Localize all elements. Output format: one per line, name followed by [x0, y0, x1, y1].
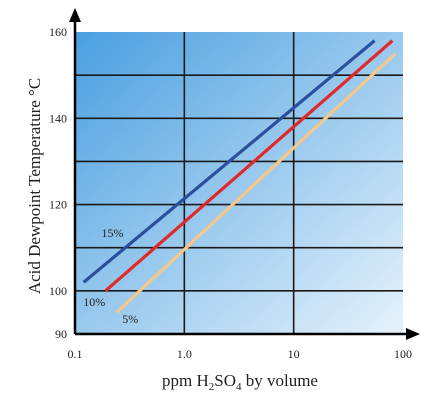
series-label: 10% — [83, 295, 105, 309]
y-axis-label: Acid Dewpoint Temperature °C — [25, 78, 44, 294]
axes — [69, 8, 420, 340]
series-lines — [82, 39, 397, 314]
x-tick-label: 100 — [394, 347, 412, 361]
x-axis-arrow — [406, 328, 420, 340]
series-line — [104, 39, 394, 293]
y-tick-label: 100 — [49, 284, 67, 298]
series-line — [115, 52, 397, 314]
x-tick-label: 10 — [288, 347, 300, 361]
x-axis-label: ppm H2SO4 by volume — [162, 371, 318, 393]
y-tick-label: 160 — [49, 25, 67, 39]
plot-background — [75, 32, 403, 334]
series-annotations: 15% 10% 5% — [83, 226, 138, 326]
x-tick-label: 0.1 — [68, 347, 83, 361]
x-tick-label: 1.0 — [177, 347, 192, 361]
y-axis-arrow — [69, 8, 81, 22]
series-label: 5% — [122, 312, 138, 326]
y-tick-label: 140 — [49, 111, 67, 125]
grid — [75, 32, 403, 334]
tick-labels: 0.1 1.0 10 100 160 140 120 100 90 — [49, 25, 412, 361]
series-line — [82, 39, 376, 284]
y-tick-label: 90 — [55, 327, 67, 341]
y-tick-label: 120 — [49, 198, 67, 212]
series-label: 15% — [101, 226, 123, 240]
